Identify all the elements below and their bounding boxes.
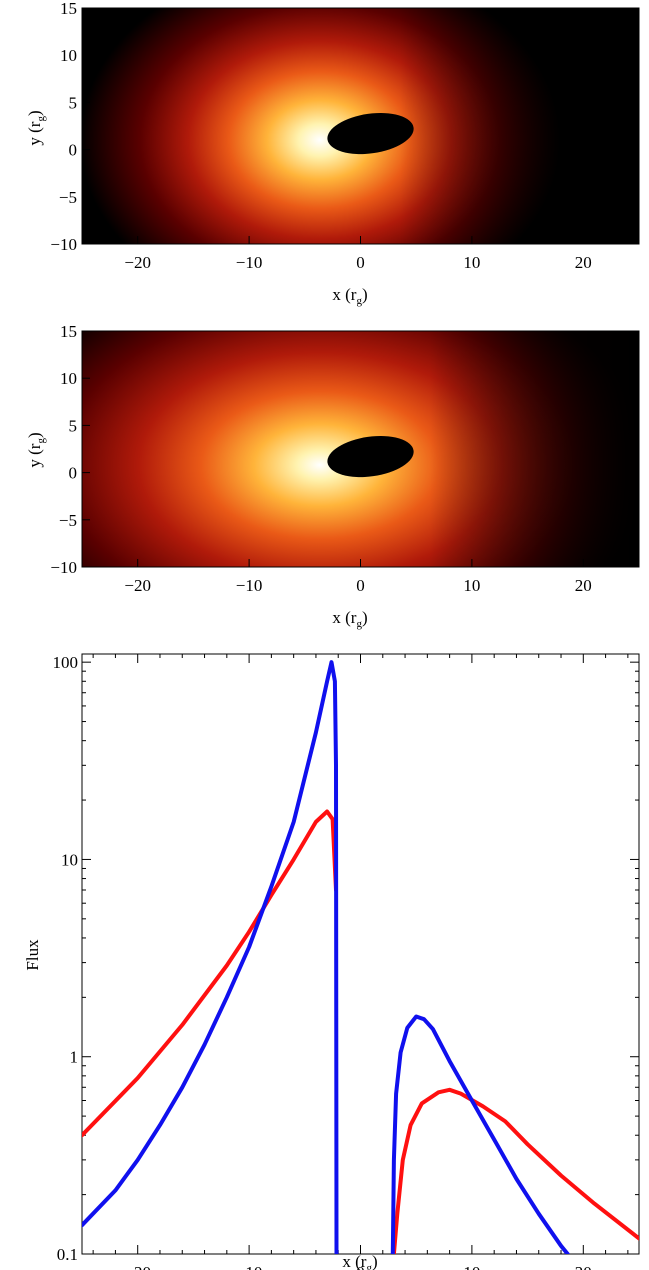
y-tick-label: 10: [60, 46, 77, 65]
x-tick-label: −10: [236, 253, 263, 272]
x-tick-label: −20: [124, 253, 151, 272]
y-tick-label: 5: [69, 416, 78, 435]
bottom-panel: −20 −10 0 10 20 0.1 1 10 100 x (rg) Flux: [23, 653, 640, 1270]
x-tick-label: −10: [236, 576, 263, 595]
bottom-panel-y-label: Flux: [23, 939, 42, 971]
x-tick-label: 10: [463, 1263, 480, 1270]
top-panel-shadow: [327, 113, 414, 155]
top-panel-x-label: x (rg): [332, 285, 367, 307]
y-tick-label: 10: [60, 369, 77, 388]
y-tick-label: 15: [60, 0, 77, 18]
bottom-panel-frame: [81, 653, 640, 1255]
bottom-panel-lines: [82, 660, 639, 1254]
middle-panel-axes: −20 −10 0 10 20 −10 −5 0 5 10 15: [50, 322, 591, 595]
y-tick-label: 0: [69, 141, 78, 160]
middle-panel: −20 −10 0 10 20 −10 −5 0 5 10 15 x (rg) y (rg): [25, 322, 640, 630]
top-panel: −20 −10 0 10 20 −10 −5 0 5 10 15 x (rg) y (rg): [25, 0, 640, 307]
x-tick-label: 0: [356, 253, 365, 272]
x-tick-label: 20: [575, 576, 592, 595]
y-tick-label: −5: [59, 511, 77, 530]
y-tick-label: 5: [69, 93, 78, 112]
y-tick-label: −10: [50, 235, 77, 254]
y-tick-label: 100: [53, 653, 79, 672]
y-tick-label: −5: [59, 188, 77, 207]
y-tick-label: 10: [61, 850, 78, 869]
top-panel-axes: −20 −10 0 10 20 −10 −5 0 5 10 15: [50, 0, 591, 272]
x-tick-label: 20: [575, 253, 592, 272]
x-tick-label: 20: [575, 1263, 592, 1270]
middle-panel-shadow: [327, 436, 414, 478]
x-tick-label: −20: [124, 576, 151, 595]
y-tick-label: 0: [69, 464, 78, 483]
flux-series-2-segment-1: [82, 660, 339, 1254]
x-tick-label: 0: [356, 1263, 365, 1270]
x-tick-label: −20: [124, 1263, 151, 1270]
flux-series-1-segment-1: [82, 809, 338, 1138]
top-panel-right-fade: [400, 8, 639, 244]
bottom-panel-x-label: x (rg): [342, 1252, 377, 1270]
y-tick-label: 1: [70, 1048, 79, 1067]
flux-series-1-segment-2: [391, 1087, 639, 1254]
middle-panel-right-fade: [430, 331, 639, 567]
x-tick-label: −10: [236, 1263, 263, 1270]
y-tick-label: −10: [50, 558, 77, 577]
x-tick-label: 10: [463, 576, 480, 595]
middle-panel-y-label: y (rg): [25, 432, 47, 467]
top-panel-y-label: y (rg): [25, 110, 47, 145]
x-tick-label: 0: [356, 576, 365, 595]
x-tick-label: 10: [463, 253, 480, 272]
y-tick-label: 0.1: [57, 1245, 78, 1264]
middle-panel-x-label: x (rg): [332, 608, 367, 630]
y-tick-label: 15: [60, 322, 77, 341]
flux-series-2-segment-2: [390, 1014, 570, 1254]
